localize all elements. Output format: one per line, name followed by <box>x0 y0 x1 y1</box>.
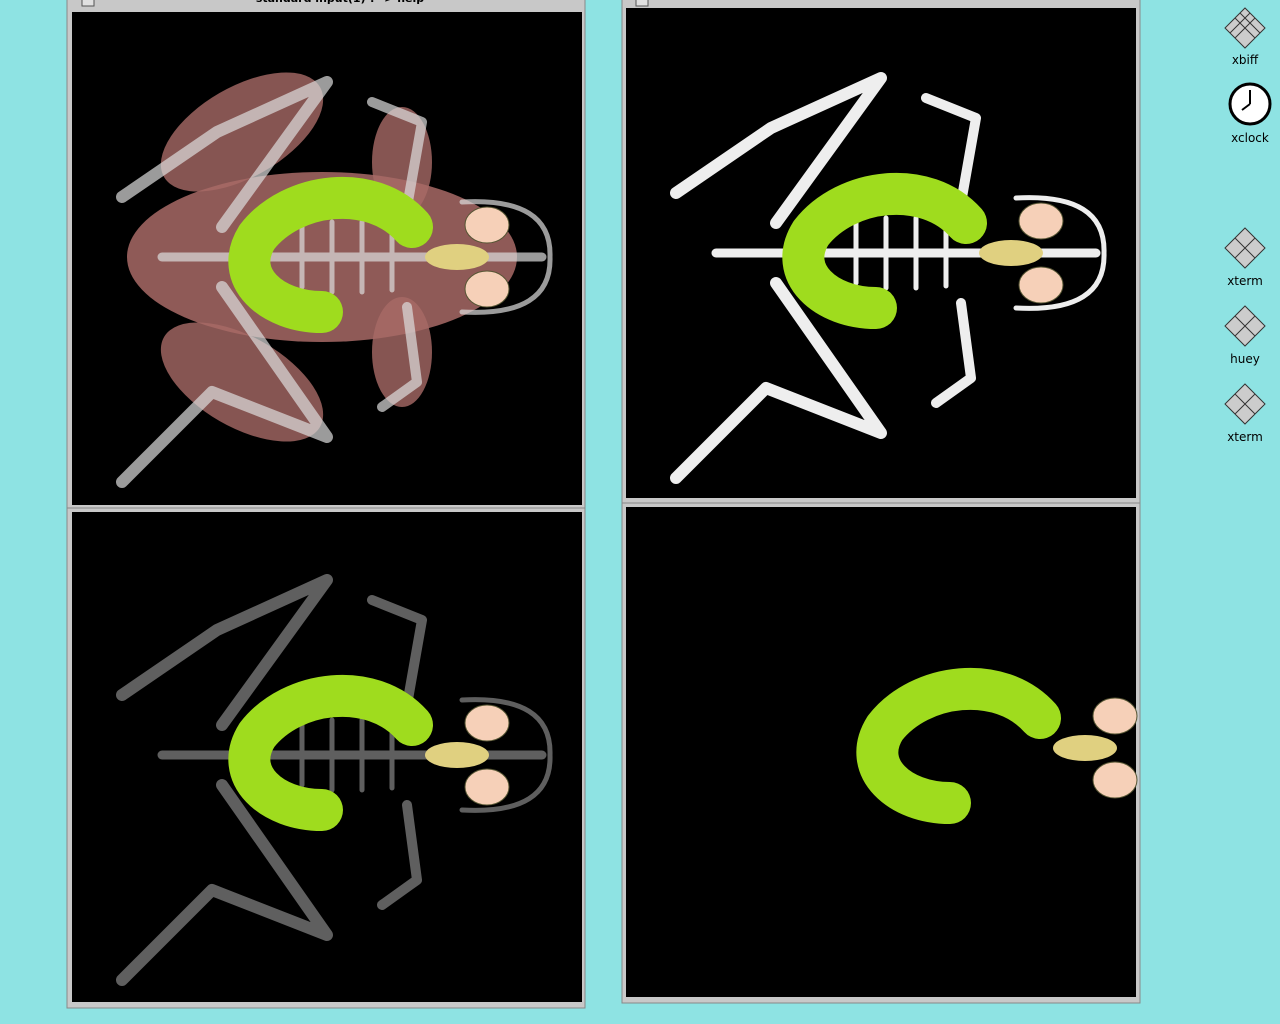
icon-label[interactable]: xclock <box>1231 131 1269 145</box>
icon-label[interactable]: xterm <box>1227 430 1263 444</box>
window-menu-button[interactable] <box>81 0 95 7</box>
icon-xterm[interactable]: xterm <box>1224 383 1266 444</box>
icon-label[interactable]: huey <box>1230 352 1260 366</box>
icon-graphic[interactable] <box>1224 305 1266 347</box>
icon-graphic[interactable] <box>1224 227 1266 269</box>
icon-graphic[interactable] <box>1224 383 1266 425</box>
icon-huey[interactable]: huey <box>1224 305 1266 366</box>
icon-xterm[interactable]: xterm <box>1224 227 1266 288</box>
icon-xbiff[interactable]: xbiff <box>1224 7 1266 67</box>
window-title: standard input(1) ? -> help <box>256 0 424 5</box>
window-menu-button[interactable] <box>635 0 649 7</box>
icon-label[interactable]: xbiff <box>1232 53 1259 67</box>
icon-label[interactable]: xterm <box>1227 274 1263 288</box>
icon-graphic[interactable] <box>1224 7 1266 49</box>
icon-xclock[interactable]: xclock <box>1228 82 1272 145</box>
clock-hands[interactable] <box>1241 90 1251 111</box>
